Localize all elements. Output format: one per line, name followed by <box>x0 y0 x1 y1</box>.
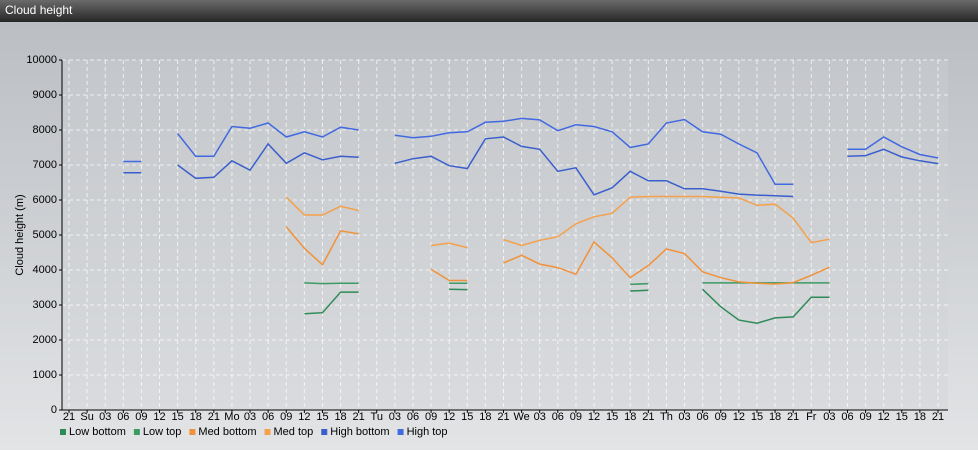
x-tick-label: 18 <box>190 411 202 423</box>
x-tick-label: 06 <box>697 411 709 423</box>
legend-swatch <box>397 429 404 435</box>
series-line <box>285 226 830 285</box>
x-tick-label: 15 <box>461 411 473 423</box>
x-tick-label: 18 <box>769 411 781 423</box>
x-tick-label: 03 <box>534 411 546 423</box>
chart-title: Cloud height <box>5 3 73 17</box>
legend-swatch <box>321 429 328 435</box>
x-tick-label: Fr <box>806 411 817 423</box>
x-tick-label: 18 <box>914 411 926 423</box>
x-tick-label: 21 <box>932 411 944 423</box>
legend-swatch <box>189 429 196 435</box>
x-tick-label: 12 <box>443 411 455 423</box>
x-tick-label: 15 <box>316 411 328 423</box>
series-line <box>304 282 830 286</box>
series-line <box>123 136 939 198</box>
x-tick-label: 03 <box>678 411 690 423</box>
y-tick-label: 5000 <box>33 229 57 241</box>
x-tick-label: 15 <box>896 411 908 423</box>
legend-label: High top <box>407 426 448 438</box>
x-tick-label: 09 <box>715 411 727 423</box>
y-tick-label: 7000 <box>33 159 57 171</box>
x-tick-label: 06 <box>552 411 564 423</box>
x-tick-label: 15 <box>172 411 184 423</box>
x-tick-label: 09 <box>570 411 582 423</box>
x-tick-label: 06 <box>262 411 274 423</box>
y-tick-label: 6000 <box>33 194 57 206</box>
series-line <box>304 288 830 324</box>
x-tick-label: 09 <box>859 411 871 423</box>
x-tick-label: 21 <box>787 411 799 423</box>
legend-label: Med top <box>274 426 314 438</box>
x-tick-label: 09 <box>280 411 292 423</box>
legend-label: Low bottom <box>69 426 126 438</box>
legend-label: Med bottom <box>198 426 256 438</box>
y-tick-label: 1000 <box>33 369 57 381</box>
legend-swatch <box>60 429 66 435</box>
x-tick-label: 06 <box>117 411 129 423</box>
y-tick-label: 0 <box>51 404 57 416</box>
legend-label: Low top <box>143 426 182 438</box>
x-tick-label: 09 <box>425 411 437 423</box>
x-tick-label: Mo <box>224 411 239 423</box>
x-tick-label: 03 <box>99 411 111 423</box>
x-tick-label: Su <box>80 411 93 423</box>
x-tick-label: 21 <box>497 411 509 423</box>
y-tick-label: 10000 <box>26 54 57 66</box>
x-tick-label: 18 <box>479 411 491 423</box>
x-tick-label: 03 <box>389 411 401 423</box>
x-tick-label: 09 <box>135 411 147 423</box>
x-tick-label: 15 <box>751 411 763 423</box>
x-tick-label: 18 <box>334 411 346 423</box>
x-tick-label: 12 <box>298 411 310 423</box>
x-tick-label: 18 <box>624 411 636 423</box>
y-tick-label: 4000 <box>33 264 57 276</box>
x-tick-label: 12 <box>153 411 165 423</box>
y-tick-label: 3000 <box>33 299 57 311</box>
x-tick-label: 03 <box>823 411 835 423</box>
title-bar <box>0 0 978 22</box>
y-tick-label: 8000 <box>33 124 57 136</box>
legend-swatch <box>264 429 271 435</box>
x-tick-label: 21 <box>208 411 220 423</box>
legend-label: High bottom <box>330 426 389 438</box>
y-tick-label: 2000 <box>33 334 57 346</box>
x-tick-label: We <box>513 411 529 423</box>
x-tick-label: 03 <box>244 411 256 423</box>
x-tick-label: 21 <box>63 411 75 423</box>
x-tick-label: 21 <box>642 411 654 423</box>
x-tick-label: 15 <box>606 411 618 423</box>
y-axis-label: Cloud height (m) <box>14 194 26 275</box>
series-line <box>123 117 939 186</box>
x-tick-label: 21 <box>353 411 365 423</box>
x-tick-label: Tu <box>371 411 383 423</box>
series-line <box>285 195 830 249</box>
x-tick-label: 12 <box>588 411 600 423</box>
legend-swatch <box>133 429 140 435</box>
x-tick-label: 06 <box>841 411 853 423</box>
x-tick-label: Th <box>660 411 673 423</box>
y-tick-label: 9000 <box>33 89 57 101</box>
x-tick-label: 12 <box>878 411 890 423</box>
x-tick-label: 06 <box>407 411 419 423</box>
x-tick-label: 12 <box>733 411 745 423</box>
